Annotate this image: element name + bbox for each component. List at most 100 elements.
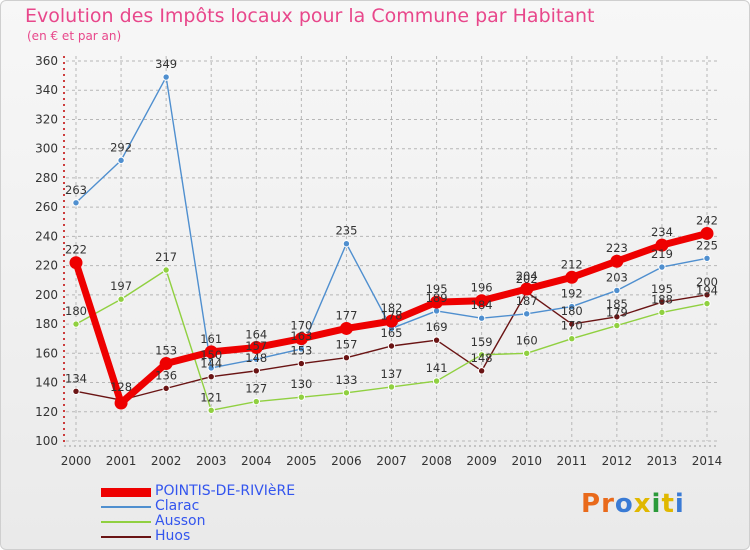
data-label: 144 (200, 357, 222, 371)
data-label: 194 (696, 284, 718, 298)
data-label: 188 (651, 292, 673, 306)
chart-subtitle: (en € et par an) (27, 29, 122, 43)
data-point (703, 291, 711, 299)
data-label: 202 (516, 272, 538, 286)
proxiti-logo: Proxiti (581, 489, 685, 519)
data-point (72, 387, 80, 396)
data-label: 185 (606, 297, 628, 311)
data-point (658, 263, 666, 271)
data-label: 217 (155, 250, 177, 264)
data-label: 196 (471, 281, 493, 295)
data-label: 133 (335, 373, 357, 387)
y-tick-label: 120 (35, 405, 58, 419)
data-point (523, 310, 531, 318)
data-point (655, 238, 669, 252)
data-point (613, 286, 621, 295)
data-point (658, 298, 666, 306)
legend-swatch (101, 521, 151, 523)
data-point (477, 351, 486, 359)
data-label: 204 (516, 269, 538, 283)
data-label: 225 (696, 238, 718, 252)
data-point (249, 340, 263, 354)
data-label: 180 (65, 304, 87, 318)
data-label: 212 (561, 257, 583, 271)
data-point (432, 307, 441, 315)
data-label: 179 (606, 306, 628, 320)
data-label: 157 (335, 338, 357, 352)
data-label: 159 (471, 335, 493, 349)
y-tick-label: 180 (35, 317, 58, 331)
data-label: 178 (381, 308, 403, 322)
y-tick-label: 340 (35, 83, 58, 97)
data-point (568, 302, 576, 311)
data-label: 170 (561, 319, 583, 333)
data-label: 189 (426, 291, 448, 305)
legend-label: Clarac (155, 498, 200, 514)
data-point (523, 349, 531, 358)
data-label: 136 (155, 368, 177, 382)
x-tick-label: 2000 (61, 454, 92, 468)
data-label: 219 (651, 247, 673, 261)
data-point (477, 314, 486, 322)
data-label: 242 (696, 213, 718, 227)
data-label: 192 (561, 287, 583, 301)
legend-swatch (101, 506, 151, 508)
data-label: 128 (110, 380, 132, 394)
data-point (342, 353, 351, 362)
data-point (520, 282, 534, 296)
data-point (703, 299, 711, 308)
x-tick-label: 2008 (421, 454, 452, 468)
data-label: 349 (155, 57, 177, 71)
data-point (162, 73, 170, 81)
y-tick-label: 100 (35, 434, 58, 448)
data-point (477, 367, 486, 375)
data-point (114, 396, 128, 410)
data-point (339, 321, 353, 335)
x-tick-label: 2003 (196, 454, 227, 468)
data-label: 187 (516, 294, 538, 308)
x-tick-label: 2002 (151, 454, 182, 468)
data-point (207, 364, 215, 372)
data-point (613, 313, 621, 321)
data-label: 164 (245, 327, 267, 341)
y-tick-label: 300 (35, 142, 58, 156)
data-label: 195 (426, 282, 448, 296)
x-tick-label: 2012 (602, 454, 633, 468)
data-point (117, 156, 125, 165)
x-tick-label: 2006 (331, 454, 362, 468)
data-point (297, 345, 306, 353)
data-label: 148 (245, 351, 267, 365)
data-label: 157 (245, 339, 267, 353)
data-point (162, 384, 170, 393)
x-tick-label: 2009 (466, 454, 497, 468)
data-point (204, 345, 218, 359)
data-label: 163 (290, 329, 312, 343)
data-point (252, 367, 260, 375)
data-point (385, 314, 398, 328)
x-tick-label: 2014 (692, 454, 723, 468)
y-tick-label: 160 (35, 346, 58, 360)
y-tick-label: 220 (35, 259, 58, 273)
data-label: 148 (471, 351, 493, 365)
chart-title: Evolution des Impôts locaux pour la Comm… (25, 5, 595, 27)
data-point (658, 308, 666, 317)
y-tick-label: 200 (35, 288, 58, 302)
data-label: 130 (290, 377, 312, 391)
y-tick-label: 280 (35, 171, 58, 185)
legend-label: Huos (155, 528, 191, 544)
data-point (613, 321, 621, 330)
data-label: 223 (606, 241, 628, 255)
data-label: 134 (65, 371, 87, 385)
data-point (117, 295, 125, 303)
y-tick-label: 360 (35, 54, 58, 68)
data-point (610, 254, 624, 268)
y-tick-label: 140 (35, 376, 58, 390)
y-tick-label: 260 (35, 200, 58, 214)
data-label: 153 (290, 344, 312, 358)
data-label: 121 (200, 390, 222, 404)
data-point (72, 199, 80, 207)
data-point (342, 389, 351, 397)
data-point (475, 294, 489, 308)
y-tick-label: 240 (35, 229, 58, 243)
